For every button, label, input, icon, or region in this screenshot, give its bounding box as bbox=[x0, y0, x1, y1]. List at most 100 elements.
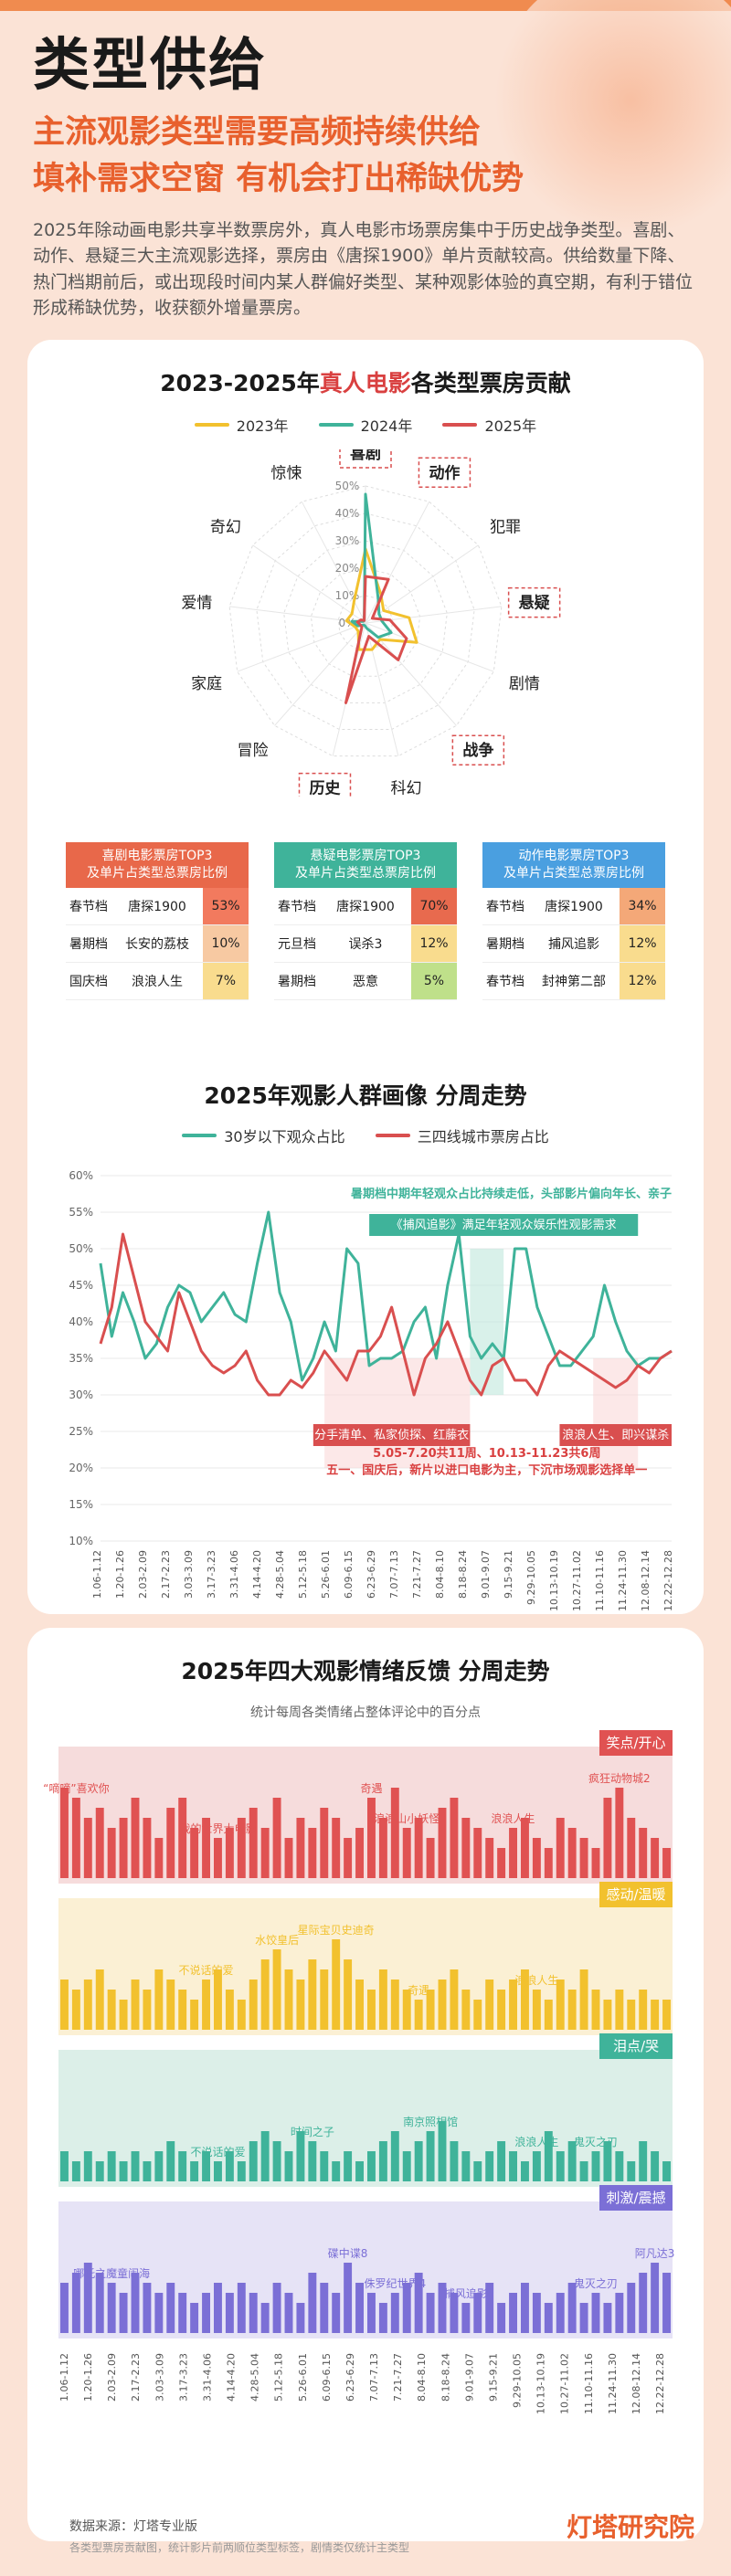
emotion-x-tick: 9.15-9.21 bbox=[487, 2353, 499, 2402]
emotion-bar bbox=[60, 1788, 69, 1878]
table-row: 暑期档 长安的荔枝 10% bbox=[66, 924, 249, 963]
emotion-bar bbox=[107, 1990, 116, 2030]
annotation-right-bg bbox=[559, 1424, 672, 1446]
emotion-bar bbox=[438, 1980, 447, 2030]
emotion-bar bbox=[426, 1990, 435, 2030]
emotion-bar bbox=[178, 1798, 187, 1878]
annotation-left: 分手清单、私家侦探、红藤衣 bbox=[314, 1428, 469, 1442]
emotion-film-label: 时间之子 bbox=[291, 2126, 334, 2138]
emotion-tag-bg bbox=[599, 2185, 673, 2211]
emotion-bar bbox=[473, 2161, 482, 2181]
emotion-tag-bg bbox=[599, 2033, 673, 2059]
radar-axis-label: 爱情 bbox=[181, 595, 212, 613]
radar-spoke bbox=[365, 622, 494, 672]
line-x-tick: 4.14-4.20 bbox=[251, 1550, 263, 1599]
emotion-bar bbox=[414, 2273, 423, 2333]
emotion-bar bbox=[332, 2161, 341, 2181]
legend-2025: 2025年 bbox=[442, 414, 536, 436]
emotion-bar bbox=[344, 2263, 353, 2333]
emotion-bar bbox=[296, 1980, 305, 2030]
emotion-bar bbox=[378, 1969, 387, 2030]
emotion-bar bbox=[378, 2141, 387, 2181]
table-cell: 53% bbox=[203, 887, 249, 924]
emotion-x-tick: 3.31-4.06 bbox=[201, 2353, 213, 2402]
emotion-bar bbox=[615, 1990, 624, 2030]
line-y-tick: 10% bbox=[69, 1535, 93, 1547]
table-cell: 元旦档 bbox=[278, 936, 316, 952]
emotion-note: 统计每周各类情绪占整体评论中的百分点 bbox=[250, 1705, 481, 1720]
emotion-bar bbox=[473, 2000, 482, 2030]
top3-table: 动作电影票房TOP3 及单片占类型总票房比例 春节档 唐探1900 34% 暑期档 捕风追影… bbox=[482, 842, 665, 1000]
emotion-bar bbox=[426, 2131, 435, 2181]
radar-tick-label: 0% bbox=[338, 617, 355, 629]
emotion-bar bbox=[249, 1808, 258, 1878]
emotion-x-tick: 2.03-2.09 bbox=[106, 2353, 118, 2402]
emotion-bar bbox=[497, 1848, 506, 1878]
emotion-bar bbox=[651, 1838, 660, 1878]
radar-highlight-box bbox=[298, 772, 352, 797]
table-cell: 误杀3 bbox=[348, 936, 383, 952]
emotion-bar bbox=[461, 1990, 471, 2030]
annotation-top: 暑期档中期年轻观众占比持续走低，头部影片偏向年长、亲子 bbox=[350, 1187, 672, 1201]
emotion-bar bbox=[237, 2161, 246, 2181]
emotion-bar bbox=[556, 1980, 565, 2030]
line-x-tick: 3.31-4.06 bbox=[228, 1550, 240, 1599]
table-cell: 5% bbox=[411, 962, 457, 999]
emotion-x-tick: 4.28-5.04 bbox=[249, 2353, 261, 2402]
emotion-film-label: 侏罗纪世界4 bbox=[364, 2277, 426, 2290]
emotion-bar bbox=[143, 2283, 152, 2333]
line-legend: 30岁以下观众占比 三四线城市票房占比 bbox=[27, 1124, 704, 1146]
table-cell: 12% bbox=[620, 962, 665, 999]
emotion-x-tick: 10.27-11.02 bbox=[559, 2353, 571, 2414]
radar-tick-label: 40% bbox=[335, 507, 360, 520]
radar-title-hl: 真人电影 bbox=[319, 370, 411, 396]
legend-2024: 2024年 bbox=[318, 414, 412, 436]
emotion-bar bbox=[249, 1980, 258, 2030]
emotion-bar bbox=[509, 2151, 517, 2181]
emotion-film-label: 捕风追影 bbox=[444, 2286, 488, 2300]
emotion-bar bbox=[284, 1838, 293, 1878]
emotion-bar bbox=[272, 2141, 281, 2181]
emotion-bar bbox=[202, 1818, 210, 1878]
emotion-bar bbox=[485, 1838, 494, 1878]
radar-spoke bbox=[237, 622, 366, 672]
brand-logo: 灯塔研究院 bbox=[566, 2512, 694, 2542]
emotion-bar bbox=[438, 2121, 447, 2181]
radar-grid-ring bbox=[337, 595, 394, 650]
emotion-bar bbox=[579, 1969, 588, 2030]
emotion-bar bbox=[426, 1838, 435, 1878]
emotion-bar bbox=[603, 1798, 612, 1878]
radar-axis-label: 悬疑 bbox=[519, 595, 550, 613]
line-x-tick: 9.01-9.07 bbox=[480, 1550, 492, 1599]
emotion-bar bbox=[60, 1980, 69, 2030]
emotion-x-tick: 3.03-3.09 bbox=[154, 2353, 165, 2402]
emotion-bar bbox=[556, 2151, 565, 2181]
line-x-tick: 3.17-3.23 bbox=[206, 1550, 217, 1599]
emotion-bar bbox=[662, 2161, 671, 2181]
emotion-bar bbox=[497, 2141, 506, 2181]
emotion-bar bbox=[308, 1959, 317, 2030]
emotion-bar bbox=[119, 2000, 128, 2030]
emotion-film-label: 疯狂动物城2 bbox=[588, 1771, 651, 1785]
emotion-x-tick: 4.14-4.20 bbox=[226, 2353, 238, 2402]
radar-spoke bbox=[229, 606, 366, 624]
emotion-bar bbox=[627, 2283, 636, 2333]
line-y-tick: 45% bbox=[69, 1279, 93, 1292]
header: 类型供给 主流观影类型需要高频持续供给 填补需求空窗 有机会打出稀缺优势 202… bbox=[33, 37, 700, 322]
emotion-bar bbox=[237, 1818, 246, 1878]
emotion-bar bbox=[509, 1980, 517, 2030]
emotion-bar bbox=[178, 1990, 187, 2030]
emotion-bar bbox=[154, 1838, 164, 1878]
emotion-bar bbox=[237, 2000, 246, 2030]
emotion-bar bbox=[390, 2131, 399, 2181]
emotion-bar bbox=[296, 2131, 305, 2181]
emotion-bar bbox=[567, 1828, 577, 1878]
emotion-bar bbox=[249, 2141, 258, 2181]
emotion-bar bbox=[367, 1798, 376, 1878]
emotion-bar bbox=[497, 2303, 506, 2333]
emotion-bar bbox=[143, 1818, 152, 1878]
emotion-bar bbox=[308, 2141, 317, 2181]
emotion-bar bbox=[190, 2161, 199, 2181]
emotion-bar bbox=[662, 2000, 671, 2030]
emotion-bar bbox=[497, 1990, 506, 2030]
